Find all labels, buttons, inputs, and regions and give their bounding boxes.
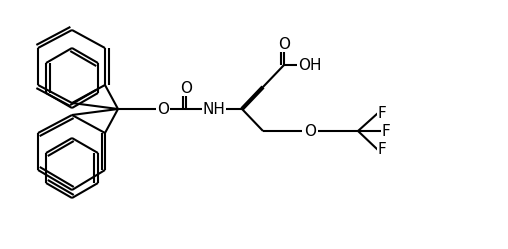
Text: F: F bbox=[377, 142, 387, 158]
Text: F: F bbox=[382, 124, 390, 138]
Text: NH: NH bbox=[203, 102, 226, 117]
Text: O: O bbox=[278, 37, 290, 52]
Text: F: F bbox=[377, 106, 387, 121]
Text: O: O bbox=[157, 102, 169, 117]
Text: OH: OH bbox=[298, 58, 322, 72]
Text: O: O bbox=[304, 124, 316, 138]
Text: O: O bbox=[180, 80, 192, 96]
